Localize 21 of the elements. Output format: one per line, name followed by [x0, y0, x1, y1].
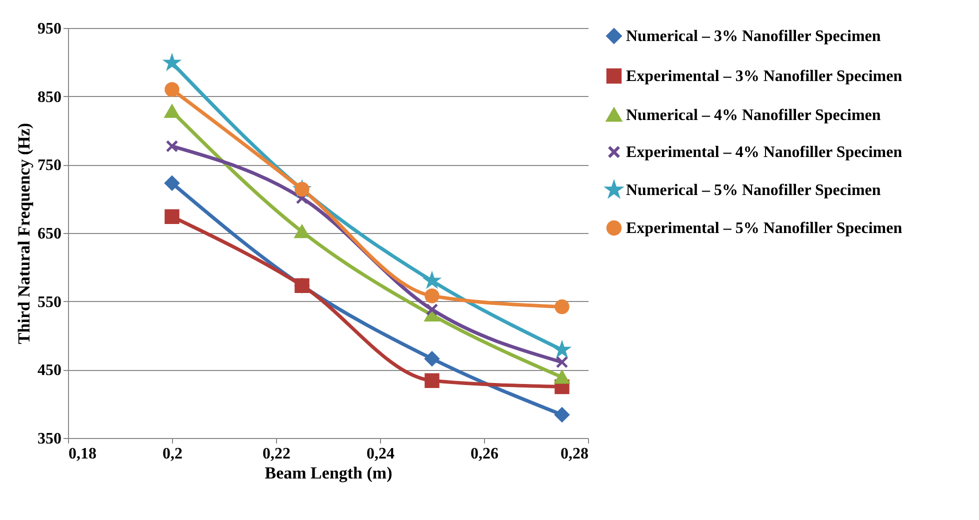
y-tick-label: 850 [38, 88, 62, 106]
y-tick-label: 750 [38, 157, 62, 174]
legend-label: Experimental – 3% Nanofiller Specimen [626, 68, 902, 85]
x-tick-label: 0,2 [162, 446, 182, 462]
x-tick-label: 0,22 [262, 446, 290, 462]
y-tick-label: 950 [38, 20, 62, 38]
x-tick-label: 0,28 [560, 446, 588, 462]
legend-label: Numerical – 4% Nanofiller Specimen [626, 107, 881, 124]
x-tick-label: 0,18 [68, 446, 96, 462]
legend-label: Numerical – 5% Nanofiller Specimen [626, 182, 881, 199]
x-tick-label: 0,26 [470, 446, 498, 462]
legend-label: Experimental – 5% Nanofiller Specimen [626, 220, 902, 237]
legend-label: Numerical – 3% Nanofiller Specimen [626, 28, 881, 45]
y-tick-label: 550 [38, 294, 62, 311]
x-tick-label: 0,24 [366, 446, 394, 462]
y-axis-title: Third Natural Frequency (Hz) [14, 122, 34, 344]
x-axis-title: Beam Length (m) [264, 464, 392, 482]
y-tick-label: 650 [38, 226, 62, 242]
y-tick-label: 350 [38, 430, 62, 448]
y-tick-label: 450 [38, 362, 62, 380]
legend-label: Experimental – 4% Nanofiller Specimen [626, 144, 902, 161]
